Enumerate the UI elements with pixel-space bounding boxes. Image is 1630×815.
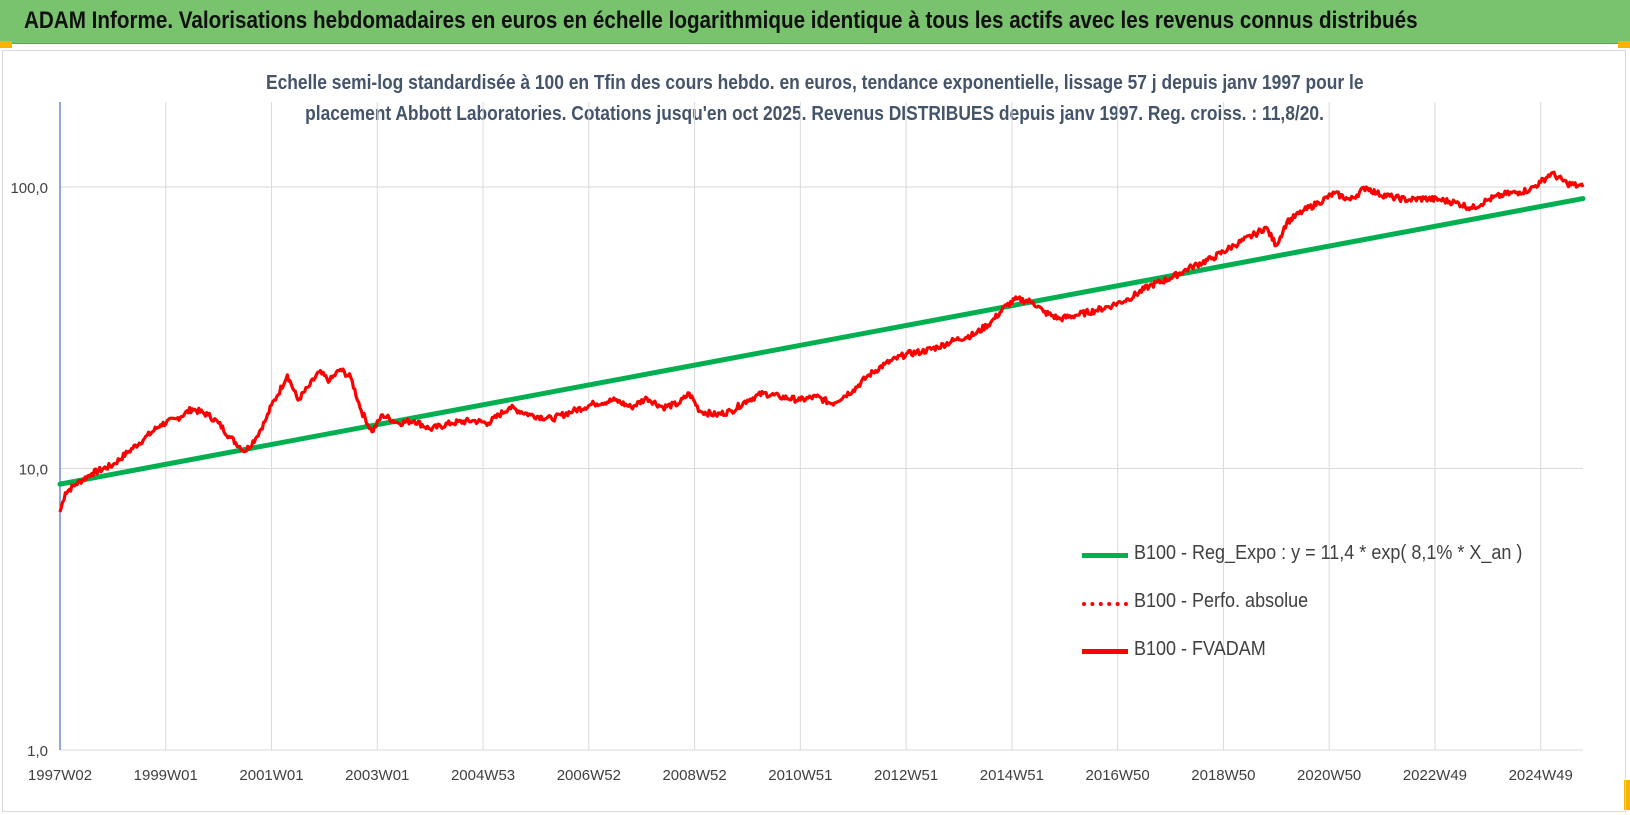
x-tick-label: 2006W52 — [557, 767, 621, 784]
x-tick-label: 2010W51 — [768, 767, 832, 784]
legend-item-perfo: B100 - Perfo. absolue — [1082, 588, 1562, 618]
chart-subtitle-line-1-text: Echelle semi-log standardisée à 100 en T… — [266, 72, 1364, 94]
legend-item-trend: B100 - Reg_Expo : y = 11,4 * exp( 8,1% *… — [1082, 540, 1562, 570]
page-title: ADAM Informe. Valorisations hebdomadaire… — [24, 7, 1418, 34]
x-tick-label: 2001W01 — [239, 767, 303, 784]
corner-marker — [0, 41, 12, 48]
chart-subtitle-line-2-text: placement Abbott Laboratories. Cotations… — [305, 103, 1325, 125]
legend-label-perfo: B100 - Perfo. absolue — [1134, 590, 1309, 612]
trend-line — [57, 196, 1586, 487]
legend-swatch-trend — [1082, 553, 1128, 558]
fvadam-line — [58, 170, 1585, 513]
legend-label-fvadam: B100 - FVADAM — [1134, 638, 1266, 660]
x-tick-label: 2008W52 — [662, 767, 726, 784]
y-tick-label: 100,0 — [10, 180, 48, 197]
x-tick-label: 2004W53 — [451, 767, 515, 784]
legend-item-fvadam: B100 - FVADAM — [1082, 636, 1562, 666]
x-tick-label: 1997W02 — [28, 767, 92, 784]
legend-swatch-fvadam — [1082, 649, 1128, 654]
x-tick-label: 2012W51 — [874, 767, 938, 784]
x-tick-label: 2014W51 — [980, 767, 1044, 784]
x-tick-label: 2018W50 — [1191, 767, 1255, 784]
chart-subtitle-line-2: placement Abbott Laboratories. Cotations… — [0, 103, 1630, 126]
x-tick-label: 2003W01 — [345, 767, 409, 784]
y-tick-label: 10,0 — [19, 462, 48, 479]
x-tick-label: 2020W50 — [1297, 767, 1361, 784]
corner-marker — [1624, 780, 1630, 810]
x-tick-label: 2016W50 — [1086, 767, 1150, 784]
chart-area — [2, 50, 1626, 812]
title-bar: ADAM Informe. Valorisations hebdomadaire… — [0, 0, 1630, 44]
x-tick-label: 1999W01 — [134, 767, 198, 784]
legend-label-trend: B100 - Reg_Expo : y = 11,4 * exp( 8,1% *… — [1134, 542, 1523, 564]
x-tick-label: 2024W49 — [1509, 767, 1573, 784]
corner-marker — [1618, 41, 1630, 48]
x-tick-label: 2022W49 — [1403, 767, 1467, 784]
y-tick-label: 1,0 — [27, 743, 48, 760]
chart-subtitle-line-1: Echelle semi-log standardisée à 100 en T… — [0, 72, 1630, 95]
legend-swatch-perfo — [1082, 602, 1128, 606]
